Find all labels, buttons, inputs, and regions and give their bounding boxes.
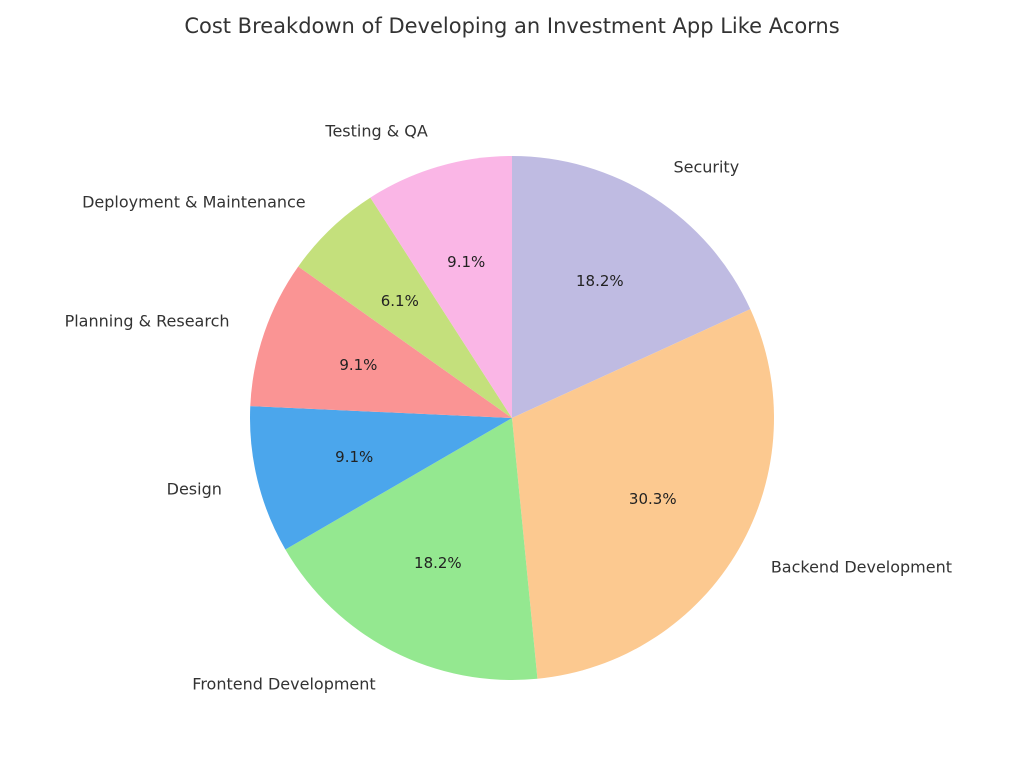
pie-pct-label: 6.1%: [381, 292, 419, 310]
pie-slice-label: Testing & QA: [325, 122, 427, 141]
pie-slice-label: Frontend Development: [192, 674, 375, 693]
pie-pct-label: 9.1%: [335, 448, 373, 466]
pie-slice-label: Deployment & Maintenance: [82, 193, 306, 212]
pie-pct-label: 9.1%: [447, 253, 485, 271]
pie-slice-label: Planning & Research: [65, 311, 230, 330]
pie-chart: [0, 0, 1024, 757]
pie-pct-label: 18.2%: [414, 554, 462, 572]
pie-pct-label: 18.2%: [576, 272, 624, 290]
pie-pct-label: 9.1%: [339, 356, 377, 374]
pie-slice-label: Security: [673, 157, 739, 176]
pie-slice-label: Backend Development: [771, 558, 952, 577]
pie-pct-label: 30.3%: [629, 490, 677, 508]
pie-slice-label: Design: [167, 480, 222, 499]
pie-chart-container: Cost Breakdown of Developing an Investme…: [0, 0, 1024, 757]
